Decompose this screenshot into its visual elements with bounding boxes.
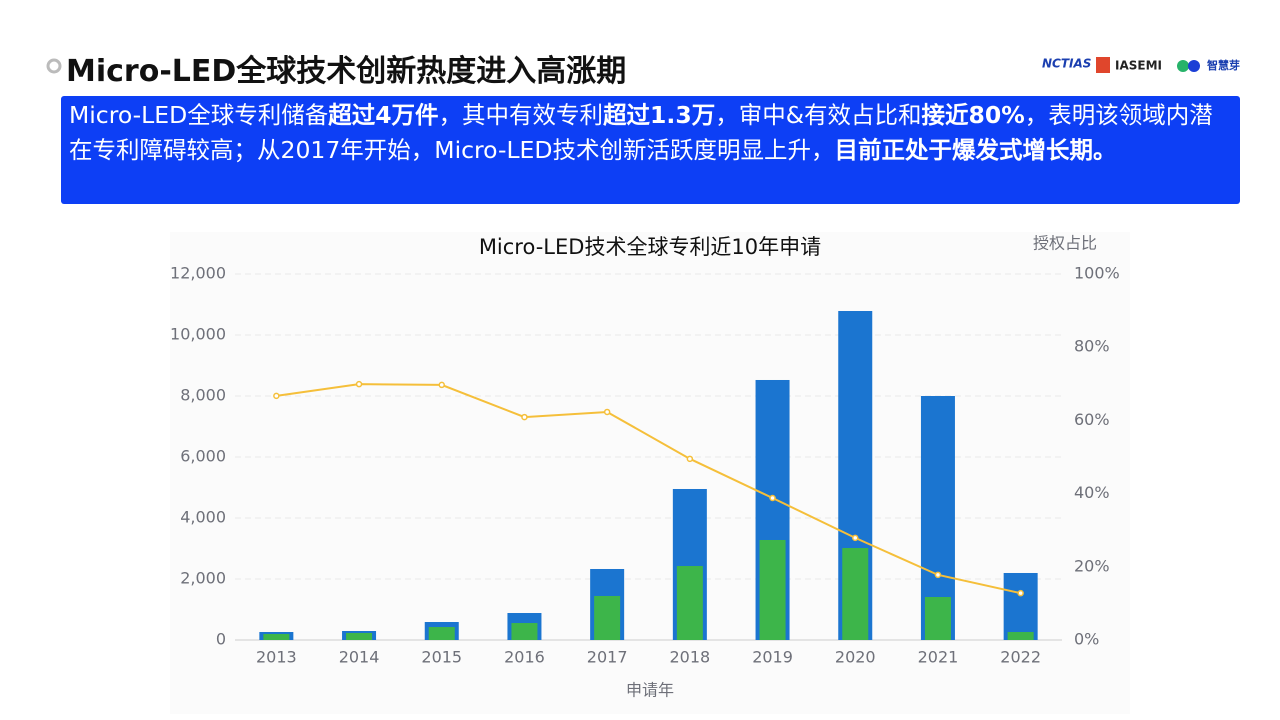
banner: Micro-LED全球专利储备超过4万件，其中有效专利超过1.3万，审中&有效占…: [61, 96, 1240, 204]
bar: [511, 623, 538, 640]
y-tick-label: 12,000: [170, 264, 226, 283]
x-axis-label: 申请年: [626, 681, 674, 700]
logo-icon: [1177, 60, 1189, 72]
line-point: [273, 392, 280, 400]
logo-icon: [1096, 57, 1110, 73]
chart-panel: [170, 232, 1130, 714]
line-point: [852, 534, 859, 542]
line-point: [438, 381, 445, 389]
banner-text: 超过4万件: [328, 101, 439, 129]
bar: [759, 539, 786, 640]
line-point: [521, 413, 528, 421]
bar: [1003, 572, 1038, 640]
line-point: [355, 380, 363, 388]
y-tick-label: 10,000: [170, 325, 226, 344]
banner-text: ，表明该领域内潜在专利障碍较高；从2017年开始，Micro-LED技术创新活跃…: [69, 101, 1213, 164]
x-tick-label: 2021: [918, 648, 959, 667]
line-point: [934, 571, 942, 579]
line-point: [686, 455, 694, 463]
logo-text: NCTIAS: [1042, 57, 1091, 71]
y-tick-label: 8,000: [180, 386, 226, 405]
bar: [924, 596, 951, 640]
y2-tick-label: 100%: [1074, 264, 1120, 283]
banner-text: 接近80%: [921, 101, 1025, 129]
bar: [346, 632, 373, 640]
x-tick-label: 2015: [421, 648, 462, 667]
bar: [676, 566, 703, 640]
x-tick-label: 2019: [752, 648, 793, 667]
x-tick-label: 2017: [587, 648, 628, 667]
bar: [842, 548, 869, 640]
bar: [594, 595, 621, 640]
x-tick-label: 2022: [1000, 648, 1041, 667]
y2-tick-label: 40%: [1074, 483, 1110, 502]
y-tick-label: 4,000: [180, 508, 226, 527]
x-tick-label: 2013: [256, 648, 297, 667]
title-icon: [46, 58, 62, 74]
y2-tick-label: 0%: [1074, 630, 1099, 649]
line-point: [1017, 589, 1024, 597]
y2-tick-label: 20%: [1074, 556, 1110, 575]
banner-text: ，审中&有效占比和: [715, 101, 922, 129]
bar: [263, 633, 290, 640]
bar: [1007, 632, 1034, 640]
banner-text: 目前正处于爆发式增长期。: [834, 136, 1117, 164]
y-tick-label: 2,000: [180, 569, 226, 588]
banner-text: Micro-LED全球专利储备: [69, 101, 329, 129]
chart-title: Micro-LED技术全球专利近10年申请: [479, 235, 821, 259]
x-tick-label: 2020: [835, 648, 876, 667]
y-tick-label: 6,000: [180, 447, 226, 466]
x-tick-label: 2018: [669, 648, 710, 667]
y2-tick-label: 80%: [1074, 337, 1110, 356]
x-tick-label: 2016: [504, 648, 545, 667]
logo-text: 智慧芽: [1207, 58, 1240, 72]
logo-icon: [1188, 60, 1200, 72]
line-point: [603, 408, 611, 416]
x-tick-label: 2014: [339, 648, 380, 667]
line: [276, 383, 1021, 595]
line-point: [769, 494, 776, 502]
logo-text: IASEMI: [1115, 59, 1162, 73]
banner-text: 超过1.3万: [603, 101, 716, 129]
y2-tick-label: 60%: [1074, 410, 1110, 429]
y-tick-label: 0: [216, 630, 226, 649]
bar: [428, 627, 455, 640]
banner-text: ，其中有效专利: [438, 101, 604, 129]
slide-title: Micro-LED全球技术创新热度进入高涨期: [66, 54, 627, 89]
y2-axis-label: 授权占比: [1033, 234, 1097, 253]
